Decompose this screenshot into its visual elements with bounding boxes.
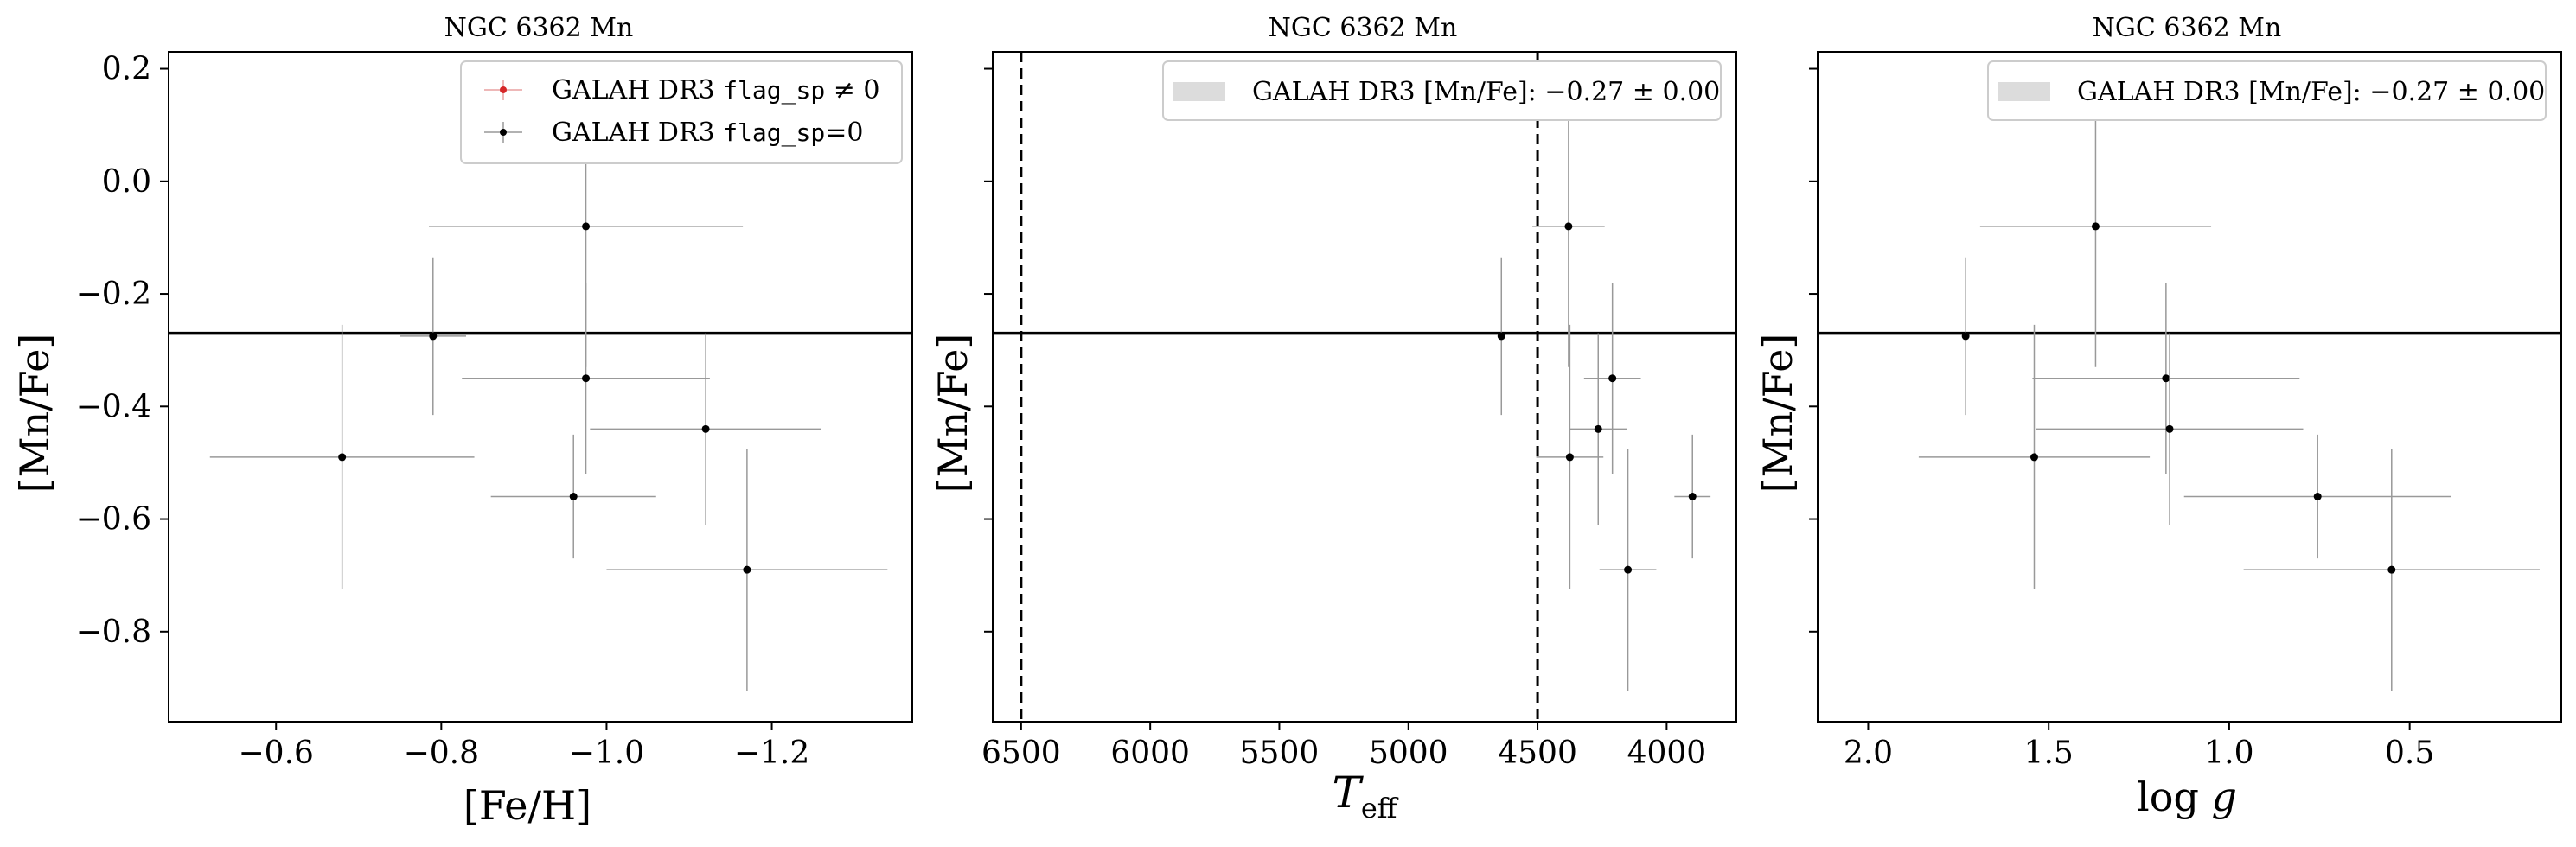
x-tick-label: −0.8 xyxy=(404,736,479,771)
legend-label-unflagged: GALAH DR3 flag_sp=0 xyxy=(552,118,863,148)
data-point xyxy=(2165,424,2174,433)
y-tick-label: 0.2 xyxy=(102,52,151,87)
data-point xyxy=(429,332,438,341)
legend-box xyxy=(1987,60,2547,121)
y-tick-label: −0.6 xyxy=(76,502,151,538)
y-axis-label: [Mn/Fe] xyxy=(930,334,976,494)
legend-swatch xyxy=(1998,82,2050,101)
data-point xyxy=(1608,374,1617,383)
x-tick-label: 1.0 xyxy=(2204,736,2253,771)
x-tick-label: 2.0 xyxy=(1844,736,1893,771)
legend-label-flagged: GALAH DR3 flag_sp ≠ 0 xyxy=(552,75,880,105)
x-tick-label: 5500 xyxy=(1240,736,1320,771)
axes-frame xyxy=(168,51,913,723)
data-point xyxy=(338,453,347,462)
y-tick-label: 0.0 xyxy=(102,164,151,200)
legend-label: GALAH DR3 [Mn/Fe]: −0.27 ± 0.00 xyxy=(2077,77,2545,107)
legend-label: GALAH DR3 [Mn/Fe]: −0.27 ± 0.00 xyxy=(1252,77,1720,107)
y-tick-label: −0.4 xyxy=(76,389,151,424)
x-tick-label: 4500 xyxy=(1498,736,1577,771)
data-point xyxy=(1624,565,1633,574)
data-point xyxy=(2313,492,2322,500)
panel-feh: NGC 6362 Mn −0.6 −0.8 −1.0 −1.20.20.0−0.2−0… xyxy=(11,13,913,829)
axes-frame xyxy=(992,51,1737,723)
legend: GALAH DR3 flag_sp ≠ 0 GALAH DR3 flag_sp=… xyxy=(460,60,903,164)
plot-area: 6500 6000 5500 5000 4500 4000 xyxy=(981,51,1737,771)
data-point xyxy=(569,492,578,500)
x-tick-label: −1.0 xyxy=(569,736,644,771)
panel-logg: NGC 6362 Mn 2.0 1.5 1.0 0.5 GALAH DR3 [Mn/F… xyxy=(1755,13,2562,820)
legend-red-marker xyxy=(500,86,507,93)
x-tick-label: 1.5 xyxy=(2024,736,2074,771)
data-point xyxy=(2091,222,2100,231)
x-tick-label: 4000 xyxy=(1627,736,1707,771)
panel-title: NGC 6362 Mn xyxy=(444,13,634,43)
data-point xyxy=(701,424,710,433)
x-tick-label: −1.2 xyxy=(734,736,809,771)
x-tick-label: 6000 xyxy=(1110,736,1190,771)
data-point xyxy=(582,374,591,383)
legend-black-marker xyxy=(500,129,507,136)
x-axis-label: [Fe/H] xyxy=(463,782,591,829)
panel-teff: NGC 6362 Mn 6500 6000 5500 5000 4500 4000 GAL… xyxy=(930,13,1737,825)
y-axis-label: [Mn/Fe] xyxy=(11,334,58,494)
legend: GALAH DR3 [Mn/Fe]: −0.27 ± 0.00 xyxy=(1987,60,2547,121)
data-point xyxy=(582,222,591,231)
x-tick-label: −0.6 xyxy=(239,736,314,771)
data-point xyxy=(2029,453,2038,462)
x-tick-label: 5000 xyxy=(1369,736,1448,771)
x-tick-label: 6500 xyxy=(981,736,1061,771)
y-tick-label: −0.8 xyxy=(76,615,151,650)
legend-box xyxy=(460,60,903,164)
legend-swatch xyxy=(1173,82,1225,101)
data-point xyxy=(2387,565,2396,574)
x-axis-label: Teff xyxy=(1332,767,1398,825)
axes-frame xyxy=(1817,51,2562,723)
data-point xyxy=(1688,492,1697,500)
panel-title: NGC 6362 Mn xyxy=(2093,13,2282,43)
panel-title: NGC 6362 Mn xyxy=(1269,13,1458,43)
data-point xyxy=(1564,222,1573,231)
plot-area: 2.0 1.5 1.0 0.5 xyxy=(1809,51,2562,771)
legend-box xyxy=(1162,60,1722,121)
data-point xyxy=(743,565,751,574)
data-point xyxy=(1497,332,1505,341)
data-point xyxy=(1961,332,1970,341)
y-axis-label: [Mn/Fe] xyxy=(1755,334,1801,494)
x-tick-label: 0.5 xyxy=(2385,736,2434,771)
x-axis-label: log g xyxy=(2137,774,2237,820)
legend: GALAH DR3 [Mn/Fe]: −0.27 ± 0.00 xyxy=(1162,60,1722,121)
data-point xyxy=(1594,424,1602,433)
plot-area: −0.6 −0.8 −1.0 −1.2 0.2 0.0 −0.2 −0.4 −0.6 −0.8 xyxy=(76,51,913,771)
y-tick-label: −0.2 xyxy=(76,277,151,312)
data-point xyxy=(2162,374,2170,383)
data-point xyxy=(1565,453,1574,462)
